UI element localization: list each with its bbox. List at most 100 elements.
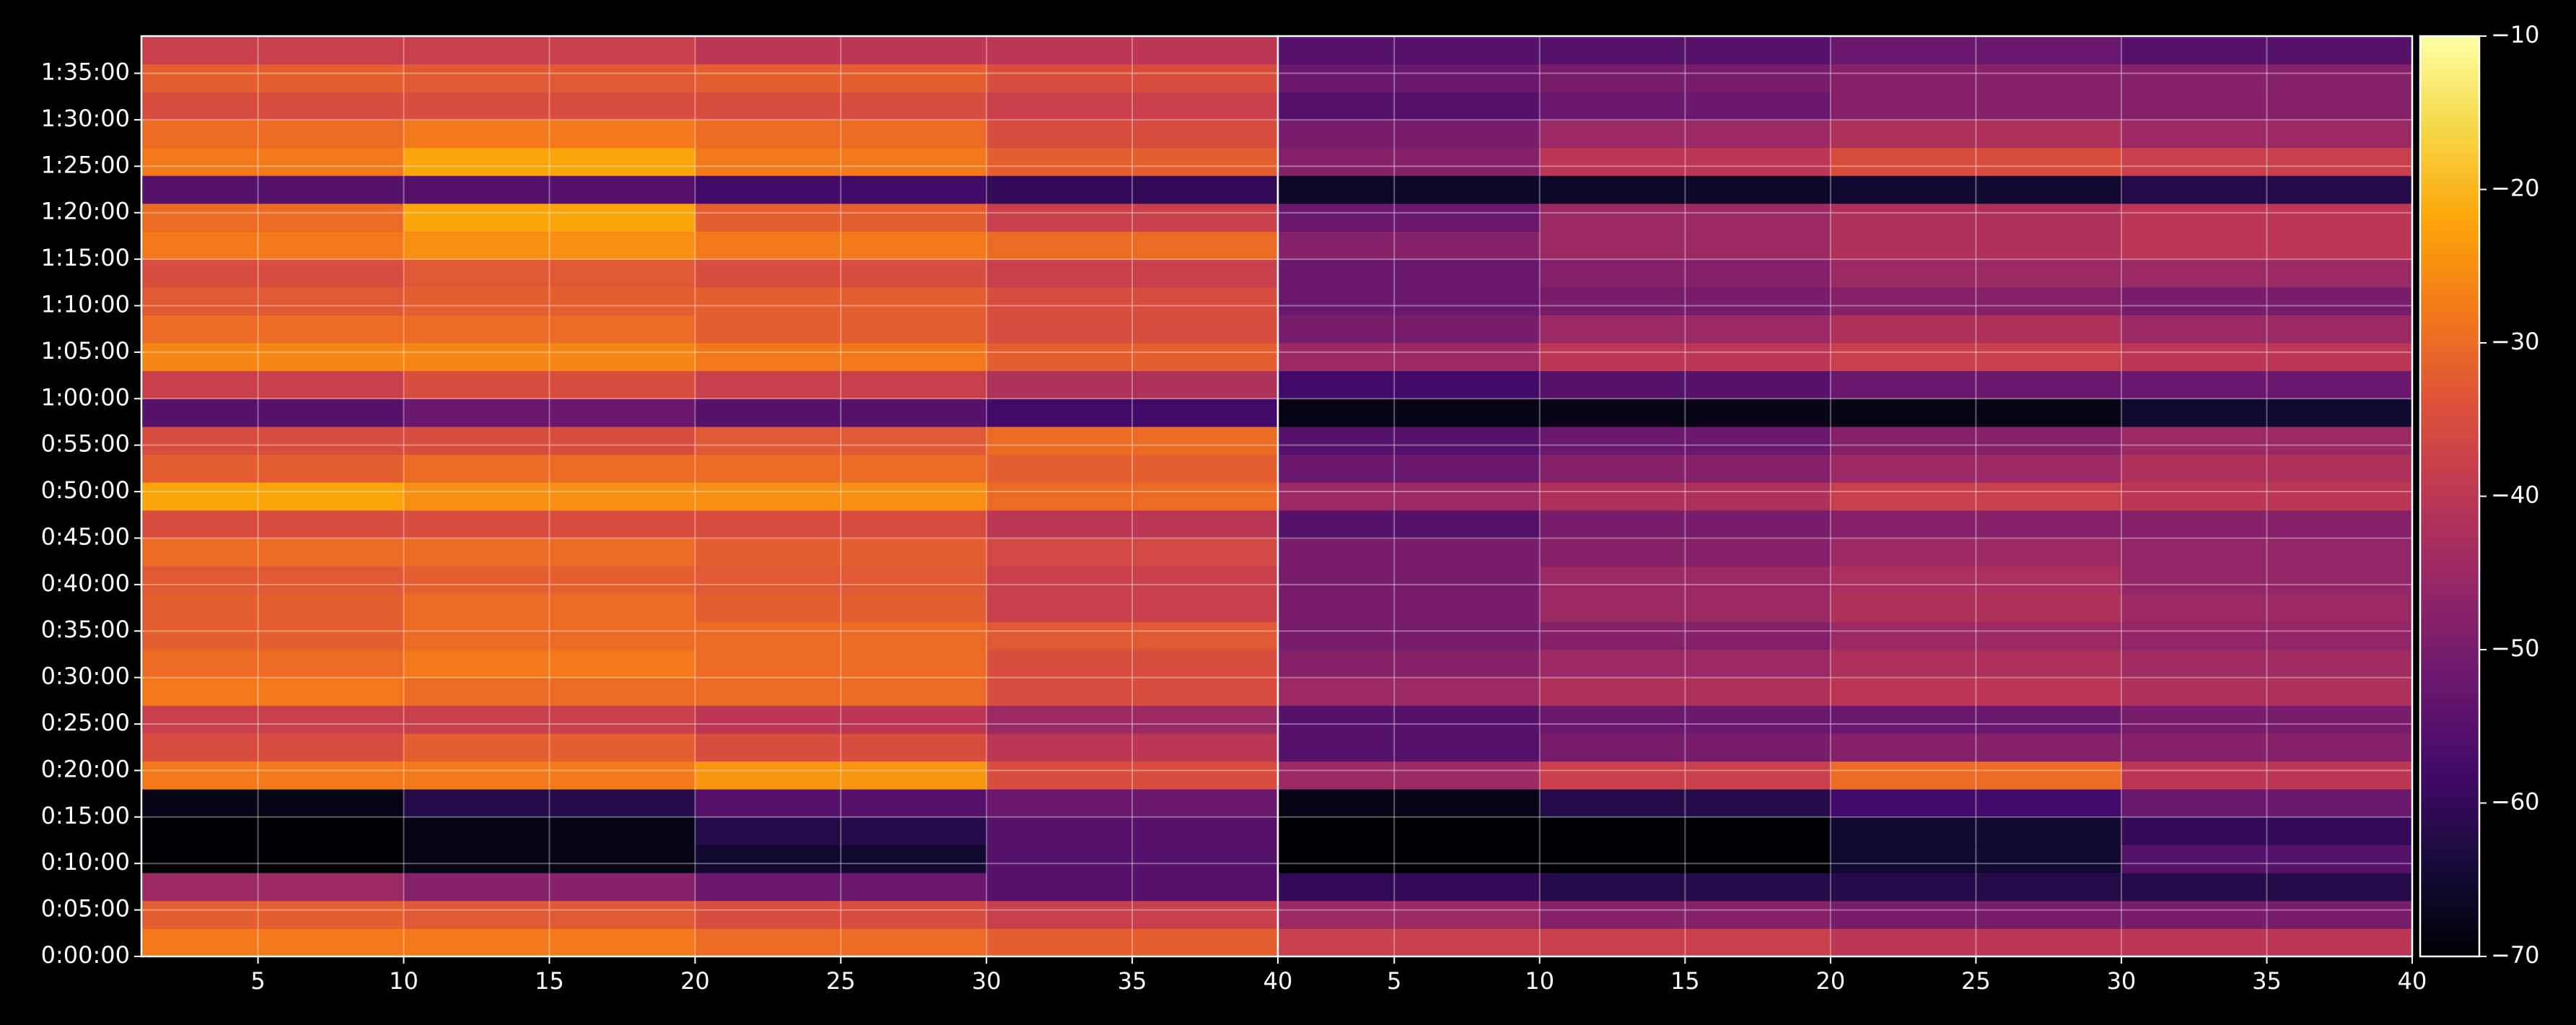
x-tick-label: 40 <box>2398 967 2427 995</box>
heatmap-cell <box>141 928 404 957</box>
heatmap-cell <box>2121 147 2413 176</box>
heatmap-cell <box>1830 398 2122 427</box>
heatmap-cell <box>141 259 404 288</box>
heatmap-cell <box>1830 733 2122 762</box>
heatmap-cell <box>2121 845 2413 873</box>
heatmap-cell <box>1830 426 2122 455</box>
heatmap-cell <box>403 510 696 538</box>
heatmap-cell <box>1539 231 1831 260</box>
heatmap-cell <box>986 900 1279 929</box>
heatmap-cell <box>1539 259 1831 288</box>
heatmap-cell <box>695 64 987 92</box>
heatmap-cell <box>986 398 1279 427</box>
heatmap-cell <box>695 36 987 65</box>
heatmap-cell <box>986 566 1279 595</box>
y-tick-label: 0:45:00 <box>41 523 130 550</box>
heatmap-cell <box>141 873 404 902</box>
heatmap-cell <box>403 677 696 706</box>
heatmap-cell <box>1278 454 1541 483</box>
heatmap-cell <box>1278 175 1541 204</box>
heatmap-cell <box>2121 873 2413 902</box>
heatmap-cell <box>695 593 987 622</box>
heatmap-cell <box>695 259 987 288</box>
heatmap-cell <box>1278 231 1541 260</box>
heatmap-cell <box>986 816 1279 845</box>
heatmap-cell <box>1539 482 1831 511</box>
heatmap-cell <box>2121 36 2413 65</box>
y-tick-label: 0:10:00 <box>41 848 130 876</box>
heatmap-cell <box>2121 454 2413 483</box>
heatmap-cell <box>695 845 987 873</box>
heatmap-cell <box>141 510 404 538</box>
heatmap-cell <box>695 928 987 957</box>
heatmap-cell <box>1278 287 1541 315</box>
colorbar-tick-label: −70 <box>2491 941 2540 969</box>
heatmap-cell <box>1278 733 1541 762</box>
heatmap-cell <box>1830 203 2122 232</box>
heatmap-cell <box>1830 287 2122 315</box>
panel-frame <box>1276 35 2414 958</box>
heatmap-cell <box>141 733 404 762</box>
heatmap-cell <box>986 482 1279 511</box>
heatmap-cell <box>1539 287 1831 315</box>
heatmap-cell <box>1830 370 2122 399</box>
x-tick-label: 20 <box>680 967 710 995</box>
heatmap-cell <box>2121 398 2413 427</box>
heatmap-cell <box>1830 92 2122 121</box>
heatmap-cell <box>986 873 1279 902</box>
heatmap-cell <box>2121 343 2413 372</box>
y-tick-label: 0:05:00 <box>41 895 130 922</box>
heatmap-cell <box>695 119 987 149</box>
heatmap-cell <box>141 119 404 149</box>
heatmap-cell <box>403 705 696 734</box>
y-tick-label: 0:20:00 <box>41 755 130 782</box>
heatmap-cell <box>695 677 987 706</box>
heatmap-cell <box>2121 315 2413 344</box>
heatmap-cell <box>1539 398 1831 427</box>
heatmap-cell <box>403 370 696 399</box>
heatmap-cell <box>2121 650 2413 679</box>
heatmap-cell <box>1278 147 1541 176</box>
colorbar-tick-label: −20 <box>2491 175 2540 202</box>
heatmap-cell <box>695 231 987 260</box>
heatmap-cell <box>403 566 696 595</box>
heatmap-cell <box>695 538 987 567</box>
heatmap-cell <box>1278 900 1541 929</box>
y-tick-label: 0:15:00 <box>41 802 130 829</box>
heatmap-cell <box>403 621 696 650</box>
heatmap-cell <box>403 64 696 92</box>
heatmap-cell <box>1278 370 1541 399</box>
heatmap-cell <box>1830 677 2122 706</box>
heatmap-cell <box>141 621 404 650</box>
heatmap-cell <box>695 370 987 399</box>
heatmap-cell <box>1830 650 2122 679</box>
heatmap-cell <box>403 733 696 762</box>
y-tick-label: 0:40:00 <box>41 570 130 597</box>
heatmap-cell <box>986 175 1279 204</box>
heatmap-cell <box>1278 677 1541 706</box>
heatmap-cell <box>1278 789 1541 818</box>
x-tick-label: 15 <box>535 967 564 995</box>
heatmap-cell <box>1278 119 1541 149</box>
heatmap-cell <box>2121 370 2413 399</box>
heatmap-cell <box>695 92 987 121</box>
heatmap-cell <box>986 231 1279 260</box>
heatmap-cell <box>403 343 696 372</box>
heatmap-cell <box>2121 621 2413 650</box>
heatmap-cell <box>141 203 404 232</box>
heatmap-cell <box>141 147 404 176</box>
heatmap-cell <box>986 36 1279 65</box>
heatmap-cell <box>2121 482 2413 511</box>
heatmap-cell <box>986 733 1279 762</box>
heatmap-cell <box>695 705 987 734</box>
heatmap-cell <box>2121 733 2413 762</box>
heatmap-cell <box>1830 510 2122 538</box>
heatmap-cell <box>695 315 987 344</box>
y-tick-label: 0:00:00 <box>41 941 130 969</box>
heatmap-cell <box>2121 566 2413 595</box>
heatmap-cell <box>403 203 696 232</box>
heatmap-cell <box>2121 538 2413 567</box>
heatmap-cell <box>1278 398 1541 427</box>
heatmap-cell <box>695 566 987 595</box>
